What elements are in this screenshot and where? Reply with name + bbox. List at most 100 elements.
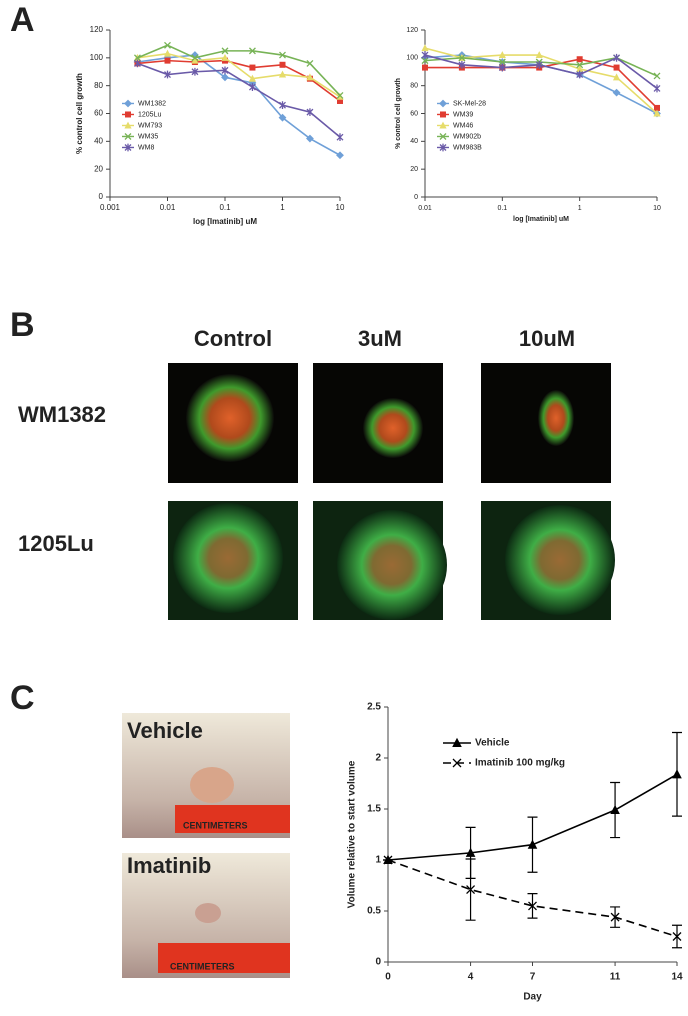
x-tick-label: 7 — [530, 972, 536, 983]
marker — [383, 855, 393, 865]
marker — [466, 885, 476, 895]
legend-label: WM46 — [453, 122, 473, 129]
x-tick-label: 1 — [578, 205, 582, 212]
spheroid — [337, 510, 447, 620]
marker — [221, 47, 229, 55]
marker — [164, 57, 171, 64]
legend-label: SK-Mel-28 — [453, 100, 486, 107]
y-axis-label: % control cell growth — [75, 73, 84, 154]
x-tick-label: 0.1 — [497, 205, 507, 212]
marker — [612, 88, 621, 97]
spheroid — [186, 374, 274, 462]
marker — [576, 56, 583, 63]
y-tick-label: 1 — [375, 855, 381, 866]
ruler — [158, 943, 290, 973]
legend-marker — [124, 143, 132, 152]
marker — [458, 60, 466, 69]
y-tick-label: 20 — [410, 166, 418, 173]
marker — [498, 63, 506, 72]
marker — [191, 54, 199, 62]
marker — [421, 51, 429, 59]
legend-label: WM983B — [453, 144, 482, 151]
marker — [164, 41, 171, 49]
y-tick-label: 0 — [375, 957, 381, 968]
legend-marker — [439, 133, 447, 140]
marker — [610, 912, 620, 922]
y-tick-label: 2 — [375, 753, 381, 764]
marker — [133, 54, 141, 62]
marker — [248, 83, 256, 91]
legend-marker — [452, 737, 462, 747]
legend-label: Imatinib 100 mg/kg — [475, 758, 565, 769]
legend-label: Vehicle — [475, 738, 510, 749]
spheroid — [173, 503, 283, 613]
marker — [164, 70, 171, 79]
marker — [653, 72, 661, 80]
series-line — [137, 54, 341, 156]
legend-marker — [125, 111, 131, 118]
marker — [458, 54, 466, 62]
photo-label: Vehicle — [127, 718, 203, 743]
ruler-text: CENTIMETERS — [170, 961, 235, 971]
x-tick-label: 10 — [653, 205, 661, 212]
legend-marker — [124, 133, 132, 140]
marker — [422, 64, 428, 71]
marker — [248, 47, 256, 55]
y-tick-label: 2.5 — [367, 702, 381, 713]
legend-label: WM1382 — [138, 100, 166, 107]
marker — [306, 108, 314, 117]
spheroid — [363, 398, 423, 458]
series-line — [387, 859, 678, 938]
marker — [221, 73, 229, 82]
y-tick-label: 20 — [94, 164, 103, 173]
marker — [498, 51, 506, 59]
y-tick-label: 60 — [94, 109, 103, 118]
tumor — [195, 903, 221, 923]
row-header: 1205Lu — [18, 531, 94, 556]
marker — [498, 58, 506, 66]
mouse-photos: CENTIMETERS Vehicle CENTIMETERS Imatinib — [122, 713, 290, 978]
legend-marker — [439, 143, 447, 152]
marker — [221, 53, 229, 61]
tumor — [190, 767, 234, 803]
marker — [653, 109, 661, 117]
marker — [279, 101, 286, 110]
marker — [613, 53, 621, 62]
spheroid — [505, 505, 615, 615]
y-tick-label: 40 — [94, 136, 103, 145]
y-tick-label: 0 — [414, 194, 418, 201]
legend-marker — [124, 121, 132, 129]
marker — [610, 804, 620, 815]
marker — [279, 51, 286, 59]
y-tick-label: 0.5 — [367, 906, 381, 917]
marker — [576, 65, 584, 72]
marker — [248, 74, 257, 82]
marker — [133, 59, 141, 68]
marker — [527, 839, 538, 849]
marker — [421, 44, 429, 52]
x-tick-label: 0.01 — [160, 203, 176, 212]
legend-label: WM39 — [453, 111, 473, 118]
micrographs — [168, 363, 615, 620]
x-tick-label: 1 — [280, 203, 285, 212]
marker — [613, 64, 620, 71]
marker — [672, 769, 682, 779]
marker — [654, 104, 660, 111]
x-tick-label: 0.001 — [100, 203, 121, 212]
marker — [535, 60, 543, 69]
x-tick-label: 0.1 — [219, 203, 231, 212]
marker — [336, 133, 344, 142]
x-axis-label: Day — [523, 992, 542, 1003]
y-tick-label: 80 — [94, 81, 103, 90]
legend-marker — [439, 121, 447, 129]
marker — [279, 61, 286, 68]
legend-marker — [452, 758, 462, 768]
x-tick-label: 0.01 — [418, 205, 432, 212]
y-axis-label: Volume relative to start volume — [347, 760, 358, 908]
legend-marker — [440, 111, 446, 118]
series-line — [137, 62, 341, 138]
legend-label: WM902b — [453, 133, 481, 140]
legend-marker — [439, 99, 447, 108]
